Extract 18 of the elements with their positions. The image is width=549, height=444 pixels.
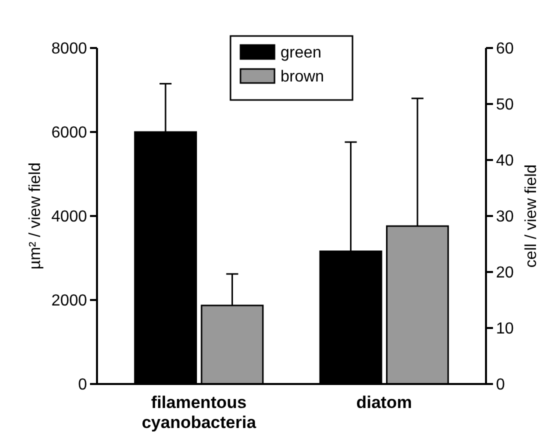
- y2-tick-label: 60: [496, 40, 514, 58]
- y2-tick-label: 20: [496, 264, 514, 282]
- x-tick-label: diatom: [356, 393, 412, 412]
- y2-axis-title: cell / view field: [523, 164, 540, 268]
- y2-tick-label: 50: [496, 96, 514, 114]
- legend-label: brown: [280, 68, 324, 86]
- y2-tick-label: 40: [496, 152, 514, 170]
- y-axis-title: µm² / view field: [27, 162, 44, 270]
- y2-tick-label: 0: [496, 376, 505, 394]
- y-tick-label: 6000: [51, 124, 88, 142]
- y2-tick-label: 30: [496, 208, 514, 226]
- y-tick-label: 0: [78, 376, 88, 394]
- y-tick-label: 2000: [51, 292, 88, 310]
- y-tick-label: 4000: [51, 208, 88, 226]
- y2-tick-label: 10: [496, 320, 514, 338]
- x-tick-label: filamentous cyanobacteria: [142, 393, 257, 432]
- y-tick-label: 8000: [51, 40, 88, 58]
- legend-label: green: [280, 44, 322, 62]
